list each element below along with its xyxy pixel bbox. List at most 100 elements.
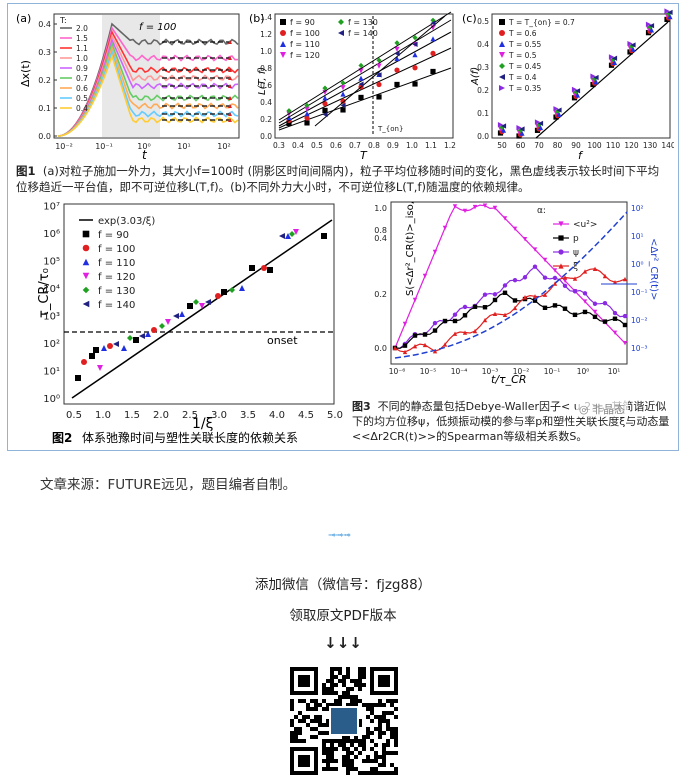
- fig1a-star-marker: [228, 104, 232, 108]
- fig1b-xtick: 0.9: [387, 141, 399, 150]
- qr-module: [382, 715, 386, 719]
- watermark-text: 非晶态: [592, 403, 626, 416]
- fig2-legend-marker: [82, 244, 90, 252]
- fig2-point: [121, 345, 127, 351]
- fig3-psi-curve-point: [592, 301, 598, 306]
- fig3-psi-curve-point: [612, 310, 618, 316]
- qr-module: [354, 767, 358, 771]
- fig1b-legend-label: f = 100: [290, 29, 320, 38]
- qr-module: [318, 703, 322, 707]
- fig3-u2-curve-point: [482, 203, 488, 208]
- fig3-u2-curve-point: [432, 249, 438, 255]
- qr-module: [354, 699, 358, 703]
- qr-module: [330, 691, 334, 695]
- qr-module: [346, 763, 350, 767]
- qr-module: [354, 695, 358, 699]
- qr-module: [358, 771, 362, 775]
- qr-module: [318, 715, 322, 719]
- qr-module: [310, 727, 314, 731]
- fig3-ytick: 0.0: [374, 344, 387, 353]
- fig3-xtick: 10⁻¹: [544, 367, 561, 376]
- qr-module: [322, 683, 326, 687]
- qr-module: [330, 675, 334, 679]
- fig3-u2-curve-point: [462, 208, 468, 214]
- fig3-xi-curve-point: [492, 311, 498, 316]
- qr-module: [318, 731, 322, 735]
- fig3-p-curve-point: [562, 306, 568, 311]
- fig1b-ytick: 0.2: [260, 115, 272, 124]
- qr-module: [334, 675, 338, 679]
- fig1b-point: [322, 89, 328, 96]
- fig3-p-curve-point: [532, 298, 538, 303]
- fig2-xtick: 5.0: [327, 410, 343, 421]
- qr-module: [346, 755, 350, 759]
- fig1c-xtick: 60: [516, 141, 526, 150]
- fig3-rtick: 10⁰: [631, 260, 644, 269]
- fig3-psi-curve-point: [532, 264, 538, 269]
- fig1b-point: [412, 41, 418, 47]
- qr-module: [306, 703, 310, 707]
- qr-module: [366, 727, 370, 731]
- fig2-point: [179, 311, 185, 317]
- qr-module: [394, 727, 398, 731]
- fig2-legend-marker: [82, 230, 90, 238]
- fig1a-label: (a): [16, 12, 31, 25]
- fig1c-xtick: 70: [534, 141, 544, 150]
- qr-finder-core: [298, 755, 310, 767]
- fig3-p-curve-point: [422, 332, 428, 337]
- fig1a-xlabel: t: [142, 148, 148, 161]
- fig1b-xtick: 0.5: [311, 141, 323, 150]
- fig1b-point: [430, 68, 436, 75]
- fig1c-ylabel: A(f): [470, 67, 481, 86]
- qr-module: [310, 699, 314, 703]
- qr-module: [394, 751, 398, 755]
- fig1c-ytick: 0.4: [477, 40, 489, 49]
- fig3-rtick: 10⁻¹: [631, 288, 648, 297]
- qr-module: [382, 743, 386, 747]
- fig1c-legend-label: T = 0.4: [508, 73, 537, 82]
- fig3-psi-curve-point: [582, 291, 588, 296]
- fig2-point: [97, 365, 103, 371]
- qr-module: [362, 759, 366, 763]
- qr-module: [358, 739, 362, 743]
- qr-module: [354, 735, 358, 739]
- qr-module: [306, 723, 310, 727]
- qr-finder-core: [298, 675, 310, 687]
- qr-module: [314, 699, 318, 703]
- fig1c-legend-marker: [499, 19, 505, 25]
- fig1b-point: [322, 111, 328, 118]
- qr-module: [382, 731, 386, 735]
- fig1c-xtick: 50: [497, 141, 507, 150]
- fig3-xtick: 10¹: [608, 367, 621, 376]
- fig3-p-curve-point: [442, 318, 448, 324]
- qr-module: [370, 767, 374, 771]
- qr-module: [370, 719, 374, 723]
- fig2-point: [107, 343, 113, 349]
- fig1b-point: [430, 20, 436, 26]
- qr-module: [394, 699, 398, 703]
- qr-module: [386, 711, 390, 715]
- qr-module: [358, 699, 362, 703]
- qr-module: [350, 751, 354, 755]
- fig1b-point: [358, 75, 364, 81]
- qr-module: [334, 739, 338, 743]
- qr-code[interactable]: [290, 667, 398, 775]
- qr-module: [354, 683, 358, 687]
- fig3-ylabel-right: <Δr²_CR(t)>: [648, 238, 659, 300]
- fig2-onset-label: onset: [267, 334, 298, 347]
- fig3-psi-curve-point: [432, 320, 438, 326]
- qr-module: [362, 671, 366, 675]
- fig3-xi-curve-point: [422, 342, 428, 348]
- fig1b-point: [358, 62, 364, 69]
- qr-module: [390, 763, 394, 767]
- fig3-p-curve-point: [472, 304, 478, 309]
- qr-module: [362, 747, 366, 751]
- qr-module: [382, 755, 386, 759]
- qr-module: [298, 699, 302, 703]
- qr-code-image: [290, 667, 398, 775]
- fig2-caption-text: 体系弛豫时间与塑性关联长度的依赖关系: [82, 430, 298, 445]
- fig1c-panel: (c) A(f) f 0.0 0.1 0.2 0.3 0.4 0.5 50 60 70 80 90 1…: [458, 8, 674, 161]
- qr-module: [314, 735, 318, 739]
- qr-module: [350, 699, 354, 703]
- qr-module: [374, 755, 378, 759]
